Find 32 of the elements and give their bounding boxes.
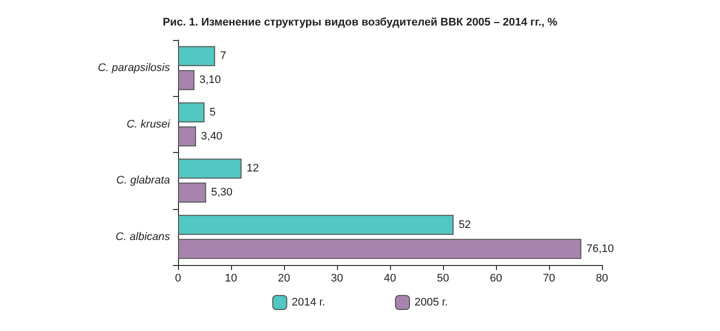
legend-label: 2014 г. xyxy=(292,296,326,308)
y-tick-label: C. parapsilosis xyxy=(98,62,170,74)
x-tick-label: 50 xyxy=(436,272,450,284)
x-tick-label: 20 xyxy=(278,272,290,284)
x-tick-label: 80 xyxy=(596,272,608,284)
bar xyxy=(178,70,194,90)
data-label: 5 xyxy=(210,106,216,118)
data-label: 5,30 xyxy=(211,186,233,199)
legend-label: 2005 г. xyxy=(414,296,448,308)
x-tick-label: 10 xyxy=(224,272,238,284)
data-label: 7 xyxy=(220,50,226,62)
x-tick-label: 40 xyxy=(384,272,396,284)
bar xyxy=(178,158,242,179)
data-label: 3,10 xyxy=(199,74,221,86)
data-label: 76,10 xyxy=(586,242,614,255)
bar xyxy=(178,214,454,235)
x-tick-label: 60 xyxy=(490,272,502,284)
data-label: 3,40 xyxy=(201,130,222,142)
y-tick-label: C. krusei xyxy=(126,118,171,130)
bar xyxy=(178,126,196,146)
data-label: 12 xyxy=(246,162,259,175)
y-tick-label: C. glabrata xyxy=(116,174,170,187)
data-label: 52 xyxy=(458,218,471,231)
bar xyxy=(178,102,204,122)
bar xyxy=(178,46,216,66)
bar xyxy=(178,182,206,203)
chart-title: Рис. 1. Изменение структуры видов возбудителей ВВК 2005 – 2014 гг., % xyxy=(162,16,558,28)
x-tick-label: 30 xyxy=(330,272,344,284)
x-tick-label: 0 xyxy=(174,272,182,284)
y-tick-label: C. albicans xyxy=(116,230,170,243)
x-tick-label: 70 xyxy=(542,272,556,284)
bar xyxy=(178,238,582,259)
